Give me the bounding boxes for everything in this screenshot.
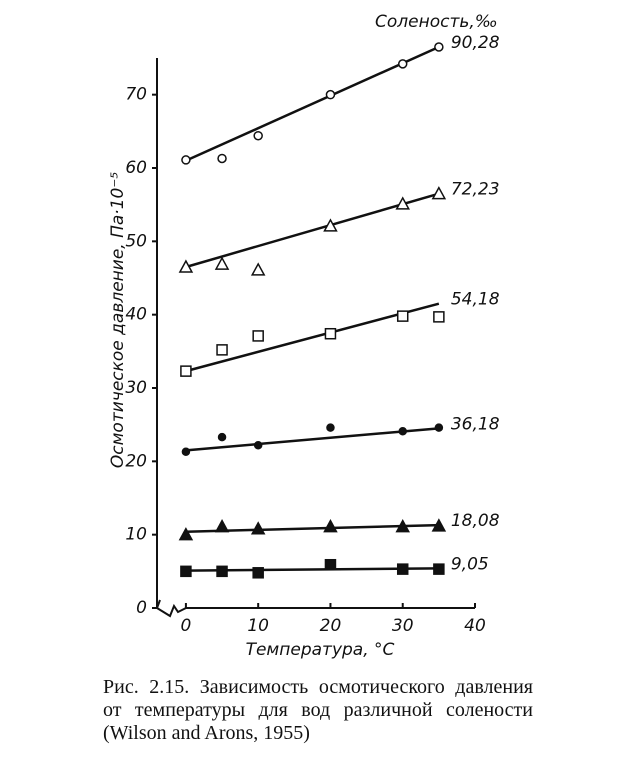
point <box>324 558 337 571</box>
series-label: 54,18 <box>451 290 500 310</box>
point <box>323 218 338 232</box>
y-tick-label: 40 <box>125 305 147 325</box>
point <box>434 423 444 432</box>
point <box>214 519 230 533</box>
y-tick-label: 0 <box>136 598 147 618</box>
x-tick-label: 40 <box>464 616 486 636</box>
point <box>324 327 337 340</box>
point <box>395 196 410 210</box>
y-tick-label: 60 <box>125 158 147 178</box>
point <box>325 89 336 100</box>
x-axis-label: Температура, °С <box>246 640 395 660</box>
point <box>181 155 191 165</box>
point <box>396 563 409 575</box>
point <box>217 153 227 164</box>
point <box>433 311 445 323</box>
y-tick-label: 20 <box>125 451 147 471</box>
point <box>216 565 228 578</box>
point <box>434 42 444 52</box>
fit-line <box>185 427 439 452</box>
series-label: 36,18 <box>451 414 500 434</box>
point <box>217 432 227 442</box>
point <box>250 521 266 535</box>
point <box>216 344 228 356</box>
y-tick-label: 50 <box>125 231 147 251</box>
fit-line <box>185 192 440 269</box>
series-label: 18,08 <box>451 511 500 531</box>
x-tick-label: 0 <box>180 616 191 636</box>
point <box>178 527 194 541</box>
chart: Соленость,‰ Осмотическое давление, Па·10… <box>108 12 500 660</box>
point <box>431 186 447 200</box>
series-label: 72,23 <box>451 180 500 200</box>
y-tick-label: 30 <box>125 378 147 398</box>
point <box>178 259 194 273</box>
fit-line <box>185 302 440 373</box>
x-tick-label: 30 <box>392 616 414 636</box>
point <box>253 130 263 141</box>
caption: Рис. 2.15. Зависимость осмотического дав… <box>103 676 533 744</box>
point <box>397 59 408 69</box>
series-label: 90,28 <box>451 33 500 53</box>
y-tick-label: 70 <box>125 85 147 105</box>
series-label: 9,05 <box>451 554 489 574</box>
point <box>180 565 192 578</box>
point <box>252 567 264 579</box>
point <box>396 310 409 322</box>
point <box>433 563 445 575</box>
legend-title: Соленость,‰ <box>375 12 498 32</box>
point <box>252 330 264 342</box>
y-tick-label: 10 <box>125 525 147 545</box>
x-tick-label: 10 <box>247 616 269 636</box>
point <box>326 423 335 432</box>
point <box>431 518 447 532</box>
point <box>323 519 338 533</box>
fit-line <box>185 45 440 162</box>
y-axis-label: Осмотическое давление, Па·10⁻⁵ <box>108 172 128 468</box>
point <box>398 427 407 436</box>
axis-break <box>156 599 187 618</box>
point <box>181 447 191 457</box>
point <box>253 440 263 450</box>
x-tick-label: 20 <box>320 616 342 636</box>
fit-line <box>185 567 439 572</box>
point <box>180 365 192 377</box>
point <box>214 256 230 270</box>
point <box>395 519 410 533</box>
point <box>250 262 266 276</box>
